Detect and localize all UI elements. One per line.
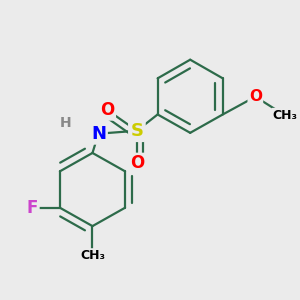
Text: CH₃: CH₃	[272, 109, 298, 122]
Text: O: O	[249, 89, 262, 104]
Text: N: N	[91, 125, 106, 143]
Text: O: O	[100, 101, 114, 119]
Text: H: H	[60, 116, 72, 130]
Text: CH₃: CH₃	[80, 249, 105, 262]
Text: O: O	[130, 154, 144, 172]
Text: S: S	[130, 122, 143, 140]
Text: F: F	[27, 199, 38, 217]
